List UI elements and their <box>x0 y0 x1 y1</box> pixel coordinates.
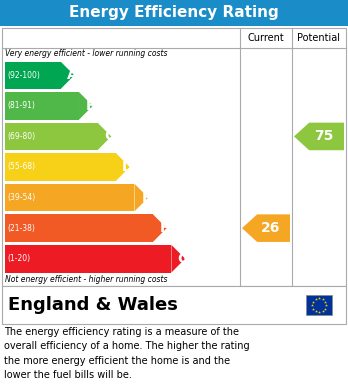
Polygon shape <box>79 92 93 120</box>
Polygon shape <box>153 214 167 242</box>
Text: D: D <box>122 160 133 174</box>
Text: (69-80): (69-80) <box>7 132 35 141</box>
Text: Not energy efficient - higher running costs: Not energy efficient - higher running co… <box>5 276 167 285</box>
Text: England & Wales: England & Wales <box>8 296 178 314</box>
Text: (39-54): (39-54) <box>7 193 35 202</box>
Bar <box>5 61 61 89</box>
Text: (55-68): (55-68) <box>7 163 35 172</box>
Polygon shape <box>134 184 148 212</box>
Polygon shape <box>116 153 130 181</box>
Bar <box>2 28 346 286</box>
Bar <box>5 123 97 150</box>
Text: Potential: Potential <box>298 33 340 43</box>
Text: A: A <box>67 68 78 82</box>
Text: Very energy efficient - lower running costs: Very energy efficient - lower running co… <box>5 50 167 59</box>
Bar <box>0 0 348 26</box>
Bar <box>5 245 172 273</box>
Bar <box>5 184 134 212</box>
Text: (1-20): (1-20) <box>7 254 30 263</box>
Text: (81-91): (81-91) <box>7 101 35 110</box>
Text: E: E <box>141 190 151 204</box>
Bar <box>306 295 332 315</box>
Polygon shape <box>242 214 290 242</box>
Text: Energy Efficiency Rating: Energy Efficiency Rating <box>69 5 279 20</box>
Text: (21-38): (21-38) <box>7 224 35 233</box>
Text: 75: 75 <box>314 129 333 143</box>
Polygon shape <box>61 61 74 89</box>
Text: F: F <box>160 221 169 235</box>
Bar <box>5 153 116 181</box>
Polygon shape <box>172 245 185 273</box>
Bar <box>5 214 153 242</box>
Text: B: B <box>85 99 96 113</box>
Polygon shape <box>97 123 111 150</box>
Bar <box>5 92 79 120</box>
Text: Current: Current <box>248 33 284 43</box>
Text: G: G <box>177 252 189 266</box>
Text: 26: 26 <box>261 221 280 235</box>
Text: The energy efficiency rating is a measure of the
overall efficiency of a home. T: The energy efficiency rating is a measur… <box>4 327 250 380</box>
Bar <box>2 286 346 324</box>
Text: C: C <box>104 129 114 143</box>
Text: (92-100): (92-100) <box>7 71 40 80</box>
Polygon shape <box>294 123 344 150</box>
